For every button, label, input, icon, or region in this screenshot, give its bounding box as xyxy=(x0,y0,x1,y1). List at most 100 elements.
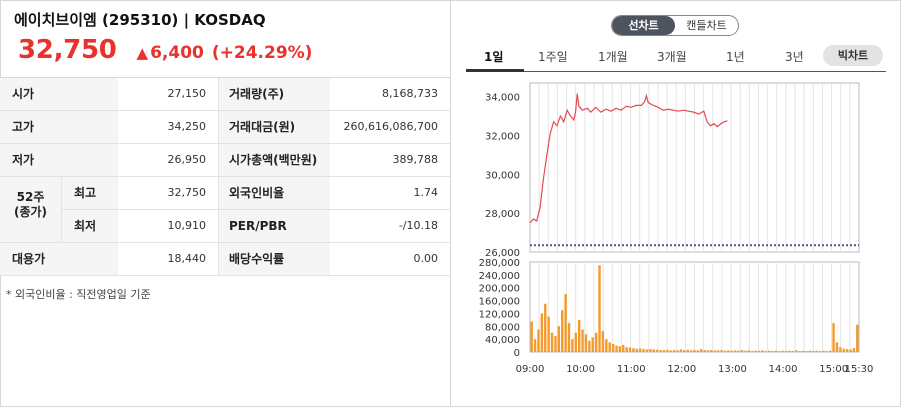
price-tick-label: 28,000 xyxy=(485,209,520,220)
candle-chart-button[interactable]: 캔들차트 xyxy=(686,19,727,32)
up-triangle-icon: ▲ xyxy=(136,44,149,62)
tab-3year[interactable]: 3년 xyxy=(785,50,804,64)
volume-bar xyxy=(791,351,795,352)
value-open: 27,150 xyxy=(167,87,207,100)
label-52week-high: 최고 xyxy=(62,177,118,209)
volume-bar xyxy=(581,329,584,352)
price-series-line xyxy=(529,93,728,224)
volume-bar xyxy=(550,332,554,352)
volume-bar xyxy=(771,351,774,352)
volume-bar xyxy=(781,350,784,352)
volume-bar xyxy=(852,348,856,352)
label-52week-low: 최저 xyxy=(62,210,118,242)
label-low: 저가 xyxy=(0,144,118,176)
volume-bar xyxy=(828,350,832,352)
volume-bar xyxy=(832,323,835,352)
volume-bar xyxy=(662,350,666,352)
price-tick-label: 32,000 xyxy=(485,131,520,142)
label-per-pbr: PER/PBR xyxy=(218,210,330,242)
tab-1day[interactable]: 1일 xyxy=(484,50,504,64)
label-52week-text: 52주 (종가) xyxy=(13,190,48,219)
volume-bar xyxy=(598,265,601,352)
price-tick-label: 30,000 xyxy=(485,170,520,181)
volume-bar xyxy=(842,348,845,352)
value-volume: 8,168,733 xyxy=(382,87,438,100)
volume-bar xyxy=(615,345,618,352)
price-tick-label: 34,000 xyxy=(485,93,520,104)
volume-bar xyxy=(557,326,561,352)
volume-bar xyxy=(533,339,537,352)
time-tick-label: 12:00 xyxy=(667,364,696,375)
volume-bar xyxy=(744,350,747,352)
value-dividend-yield: 0.00 xyxy=(413,252,439,265)
table-row: 최저 10,910 PER/PBR -/10.18 xyxy=(0,210,450,243)
volume-tick-label: 120,000 xyxy=(479,309,520,320)
volume-bar xyxy=(740,350,744,352)
volume-bar xyxy=(676,350,679,352)
volume-bar xyxy=(849,349,852,352)
volume-tick-label: 40,000 xyxy=(485,335,520,346)
table-row: 대용가 18,440 배당수익률 0.00 xyxy=(0,243,450,276)
volume-bar xyxy=(815,350,818,352)
volume-bar xyxy=(561,310,564,352)
label-open: 시가 xyxy=(0,78,118,110)
value-foreign-ratio: 1.74 xyxy=(413,186,439,199)
active-tab-indicator xyxy=(466,69,524,72)
time-tick-label: 14:00 xyxy=(769,364,798,375)
volume-tick-label: 160,000 xyxy=(479,297,520,308)
value-market-cap: 389,788 xyxy=(392,153,439,166)
volume-bar xyxy=(686,349,689,352)
volume-bar xyxy=(618,346,622,352)
volume-bar xyxy=(825,351,828,352)
line-chart-button[interactable]: 선차트 xyxy=(612,16,675,35)
label-high: 고가 xyxy=(0,111,118,143)
volume-bar xyxy=(635,348,639,352)
volume-bar xyxy=(801,350,805,352)
volume-bar xyxy=(696,350,700,352)
intraday-chart: 26,000 28,000 30,000 32,000 34,000 0 40,000 80,… xyxy=(479,82,873,375)
volume-bar xyxy=(639,348,642,352)
volume-bar xyxy=(730,350,734,352)
value-substitute-price: 18,440 xyxy=(167,252,207,265)
volume-bar xyxy=(591,337,594,352)
volume-tick-label: 80,000 xyxy=(485,322,520,333)
time-tick-label: 10:00 xyxy=(566,364,595,375)
value-52week-high: 32,750 xyxy=(167,186,207,199)
volume-bar xyxy=(594,332,598,352)
volume-bar xyxy=(625,347,628,352)
volume-bar xyxy=(727,350,730,352)
volume-tick-label: 0 xyxy=(514,348,520,359)
volume-bar xyxy=(737,350,740,352)
volume-bar xyxy=(784,351,788,352)
volume-bar xyxy=(530,321,533,352)
table-row: 고가 34,250 거래대금(원) 260,616,086,700 xyxy=(0,111,450,144)
volume-bar xyxy=(689,350,693,352)
volume-bar xyxy=(706,350,710,352)
volume-bar xyxy=(540,313,544,352)
big-chart-button[interactable]: 빅차트 xyxy=(823,45,883,66)
value-high: 34,250 xyxy=(167,120,207,133)
tab-3month[interactable]: 3개월 xyxy=(657,50,687,64)
time-tick-label: 09:00 xyxy=(516,364,545,375)
volume-bar xyxy=(703,350,706,352)
stock-name[interactable]: 에이치브이엠 (295310) | KOSDAQ xyxy=(14,11,266,29)
volume-bar xyxy=(588,340,591,352)
volume-bar xyxy=(700,349,703,352)
tab-1month[interactable]: 1개월 xyxy=(598,50,628,64)
volume-bar xyxy=(679,349,683,352)
tab-1year[interactable]: 1년 xyxy=(726,50,745,64)
volume-bar xyxy=(544,303,547,352)
volume-bar xyxy=(537,329,540,352)
table-row: 52주 (종가) 최고 32,750 외국인비율 1.74 xyxy=(0,177,450,242)
volume-bar xyxy=(574,332,577,352)
value-low: 26,950 xyxy=(167,153,207,166)
volume-bar xyxy=(818,351,822,352)
volume-bar xyxy=(584,334,588,352)
volume-tick-label: 240,000 xyxy=(479,271,520,282)
volume-bar xyxy=(839,347,842,352)
volume-bar xyxy=(669,350,672,352)
volume-bar xyxy=(798,351,801,352)
time-tick-label: 13:00 xyxy=(718,364,747,375)
value-per-pbr: -/10.18 xyxy=(398,219,438,232)
tab-1week[interactable]: 1주일 xyxy=(538,50,568,64)
